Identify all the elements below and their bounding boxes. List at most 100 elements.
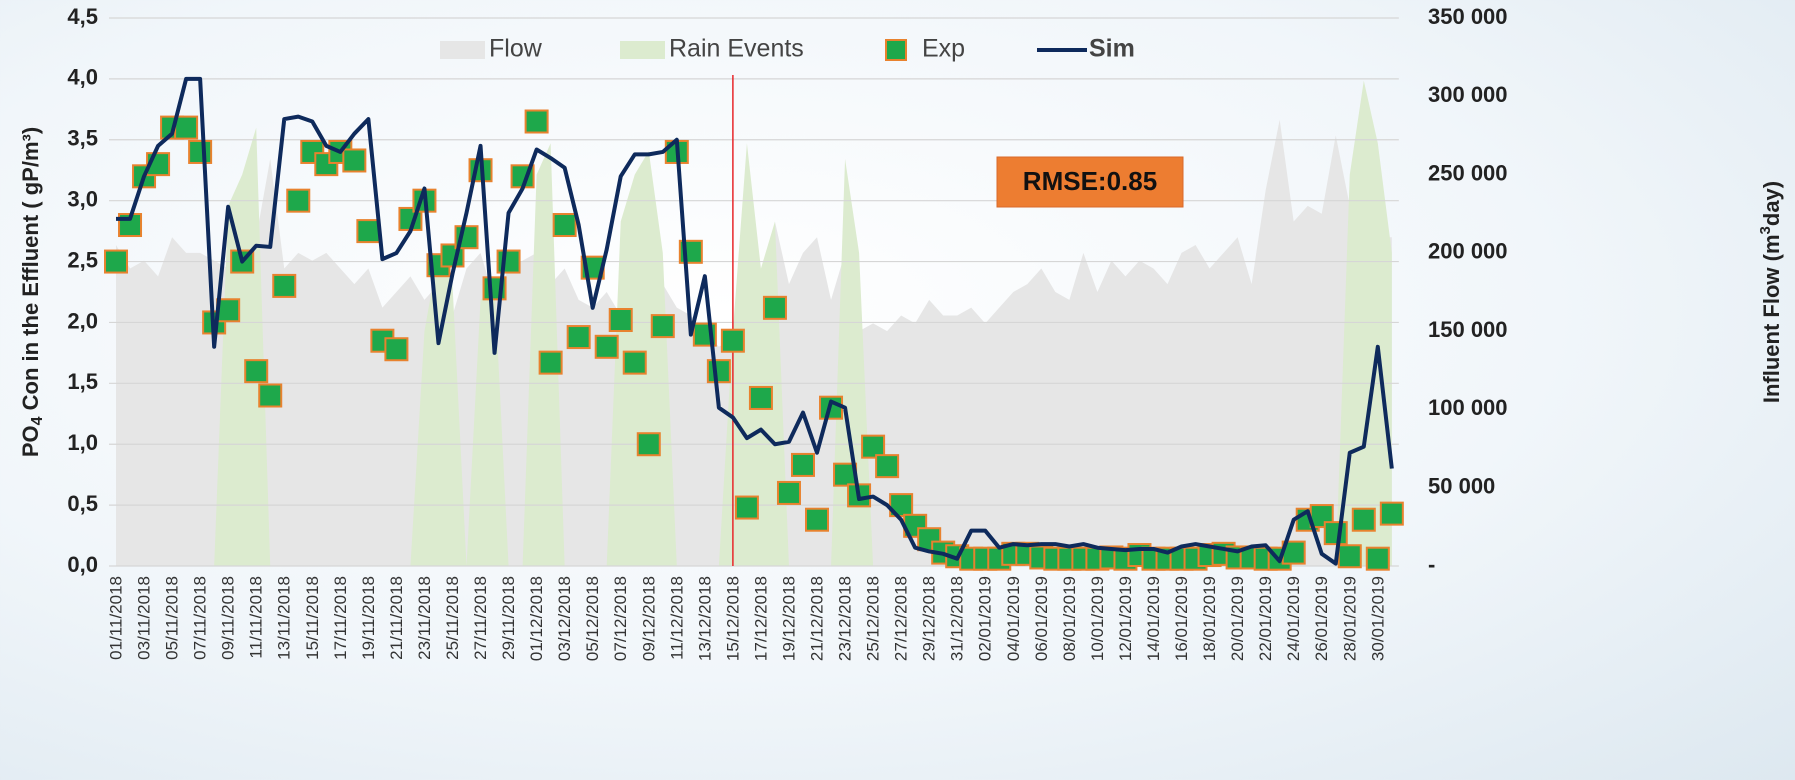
x-tick-label: 29/12/2018 <box>920 576 939 661</box>
exp-marker <box>244 359 269 384</box>
x-tick-label: 20/01/2019 <box>1228 576 1247 661</box>
exp-marker <box>1379 501 1404 526</box>
y-tick-label: 1,0 <box>67 430 98 455</box>
y-tick-label: 0,0 <box>67 552 98 577</box>
x-tick-label: 23/12/2018 <box>836 576 855 661</box>
exp-marker <box>1323 521 1348 546</box>
exp-marker <box>762 295 787 320</box>
x-tick-label: 17/12/2018 <box>751 576 770 661</box>
x-tick-label: 09/11/2018 <box>219 576 238 660</box>
y-tick-label: 2,5 <box>67 247 98 272</box>
legend-label: Flow <box>489 35 543 63</box>
x-tick-label: 19/12/2018 <box>779 576 798 661</box>
x-tick-label: 12/01/2019 <box>1116 576 1135 661</box>
y-title-part: Con in the Effluent ( gP/m³) <box>18 127 43 417</box>
y2-title-part: Influent Flow (m <box>1759 234 1784 403</box>
annotation: RMSE:0.85 <box>1023 166 1157 196</box>
x-tick-label: 24/01/2019 <box>1284 576 1303 661</box>
x-tick-label: 30/01/2019 <box>1368 576 1387 661</box>
exp-marker <box>636 432 661 457</box>
y-tick-label: 4,0 <box>67 65 98 90</box>
exp-marker <box>566 325 591 350</box>
x-tick-label: 21/12/2018 <box>807 576 826 661</box>
x-tick-label: 25/11/2018 <box>443 576 462 660</box>
x-tick-label: 15/12/2018 <box>723 576 742 661</box>
exp-marker <box>286 188 311 213</box>
legend-swatch <box>440 41 485 59</box>
y2-tick-label: 300 000 <box>1428 82 1508 107</box>
exp-marker <box>608 308 633 333</box>
exp-marker <box>174 115 199 140</box>
exp-marker <box>875 454 900 479</box>
y2-tick-label: 100 000 <box>1428 395 1508 420</box>
x-tick-label: 27/11/2018 <box>471 576 490 660</box>
x-tick-label: 03/11/2018 <box>135 576 154 660</box>
x-tick-label: 22/01/2019 <box>1256 576 1275 661</box>
legend-swatch <box>620 41 665 59</box>
exp-marker <box>552 213 577 238</box>
y2-tick-label: - <box>1428 552 1435 577</box>
legend-label: Exp <box>922 35 965 63</box>
y2-tick-label: 350 000 <box>1428 4 1508 29</box>
exp-marker <box>272 273 297 298</box>
y2-tick-label: 200 000 <box>1428 239 1508 264</box>
x-tick-label: 26/01/2019 <box>1312 576 1331 661</box>
exp-marker <box>1365 546 1390 571</box>
exp-marker <box>356 219 381 244</box>
exp-marker <box>720 328 745 353</box>
exp-marker <box>861 434 886 459</box>
y-tick-label: 4,5 <box>67 4 98 29</box>
annotation-box <box>996 156 1184 208</box>
x-tick-label: 10/01/2019 <box>1088 576 1107 661</box>
x-tick-label: 17/11/2018 <box>331 576 350 660</box>
exp-marker <box>748 385 773 410</box>
x-tick-label: 01/11/2018 <box>106 576 125 660</box>
exp-marker <box>104 249 129 274</box>
x-tick-label: 01/12/2018 <box>527 576 546 661</box>
x-tick-label: 13/11/2018 <box>275 576 294 660</box>
x-tick-label: 23/11/2018 <box>415 576 434 660</box>
exp-marker <box>524 109 549 134</box>
exp-marker <box>805 507 830 532</box>
x-tick-label: 21/11/2018 <box>387 576 406 660</box>
exp-marker <box>188 139 213 164</box>
y-tick-label: 3,0 <box>67 186 98 211</box>
x-tick-label: 27/12/2018 <box>892 576 911 661</box>
x-tick-label: 05/11/2018 <box>163 576 182 660</box>
exp-marker <box>496 249 521 274</box>
exp-marker <box>258 383 283 408</box>
exp-marker <box>889 493 914 518</box>
x-tick-label: 19/11/2018 <box>359 576 378 660</box>
x-tick-label: 04/01/2019 <box>1004 576 1023 661</box>
x-tick-label: 11/11/2018 <box>247 576 266 659</box>
x-tick-label: 15/11/2018 <box>303 576 322 660</box>
y-tick-label: 2,0 <box>67 308 98 333</box>
x-tick-label: 03/12/2018 <box>555 576 574 661</box>
x-tick-label: 07/11/2018 <box>191 576 210 660</box>
y-tick-label: 0,5 <box>67 491 98 516</box>
exp-marker <box>342 148 367 173</box>
exp-marker <box>384 337 409 362</box>
exp-marker <box>650 314 675 339</box>
exp-marker <box>622 350 647 375</box>
legend-label: Sim <box>1089 35 1135 63</box>
y-axis-title: PO4 Con in the Effluent ( gP/m³) <box>18 127 46 457</box>
x-tick-label: 08/01/2019 <box>1060 576 1079 661</box>
y2-title-part: day) <box>1759 181 1784 226</box>
exp-marker <box>706 359 731 384</box>
x-tick-label: 05/12/2018 <box>583 576 602 661</box>
x-tick-label: 14/01/2019 <box>1144 576 1163 661</box>
exp-marker <box>538 350 563 375</box>
y2-axis-title: Influent Flow (m3day) <box>1757 181 1784 403</box>
x-tick-label: 13/12/2018 <box>695 576 714 661</box>
y2-title-sup: 3 <box>1757 226 1774 234</box>
x-tick-label: 18/01/2019 <box>1200 576 1219 661</box>
legend-swatch <box>885 39 907 61</box>
x-tick-label: 29/11/2018 <box>499 576 518 660</box>
legend-label: Rain Events <box>669 35 804 63</box>
x-tick-label: 28/01/2019 <box>1340 576 1359 661</box>
exp-marker <box>776 480 801 505</box>
x-tick-label: 09/12/2018 <box>639 576 658 661</box>
exp-marker <box>734 495 759 520</box>
